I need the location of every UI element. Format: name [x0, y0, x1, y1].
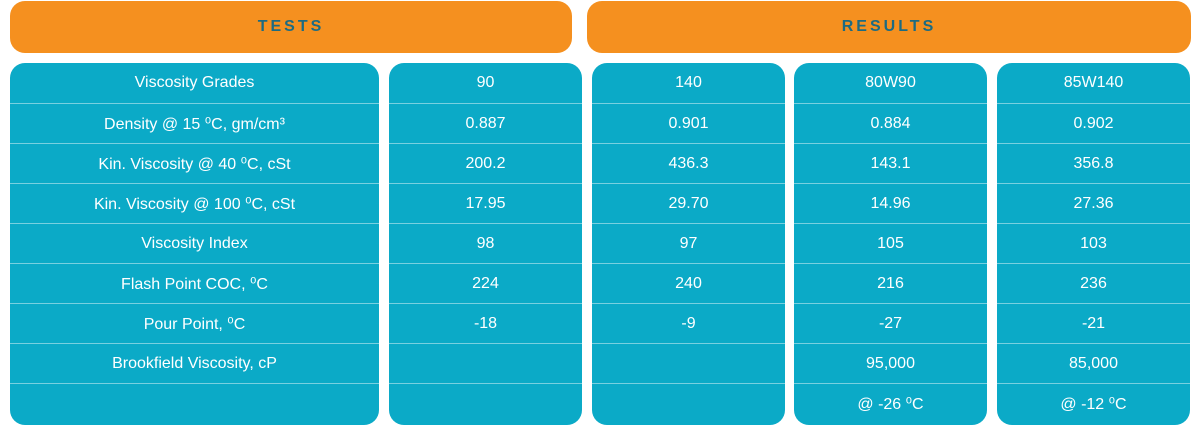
value-cell — [389, 383, 582, 423]
value-cell: 80W90 — [865, 74, 916, 91]
test-label-brookfield-temp — [10, 383, 379, 423]
test-label-density: Density @ 15 ⁰C, gm/cm³ — [10, 103, 379, 143]
value-cell: 224 — [389, 263, 582, 303]
value-cell: 0.884 — [794, 103, 987, 143]
results-header: RESULTS — [587, 1, 1191, 53]
test-label-kin-viscosity-40: Kin. Viscosity @ 40 ⁰C, cSt — [10, 143, 379, 183]
value-cell: 356.8 — [997, 143, 1190, 183]
value-cell: @ -12 ⁰C — [997, 383, 1190, 423]
tests-column: Viscosity Grades Density @ 15 ⁰C, gm/cm³… — [10, 63, 379, 425]
value-cell: 216 — [794, 263, 987, 303]
value-cell: 240 — [592, 263, 785, 303]
value-cell: -18 — [389, 303, 582, 343]
grade-80w90-column: 80W90 0.884 143.1 14.96 105 216 -27 95,0… — [794, 63, 987, 425]
test-label-pour-point: Pour Point, ⁰C — [10, 303, 379, 343]
value-cell: 90 — [476, 74, 495, 91]
value-cell: 105 — [794, 223, 987, 263]
value-cell: 436.3 — [592, 143, 785, 183]
test-label-flash-point: Flash Point COC, ⁰C — [10, 263, 379, 303]
value-cell: -27 — [794, 303, 987, 343]
value-cell: 14.96 — [794, 183, 987, 223]
value-cell — [592, 383, 785, 423]
value-cell: 0.902 — [997, 103, 1190, 143]
grade-90-column: 90 0.887 200.2 17.95 98 224 -18 — [389, 63, 582, 425]
value-cell: 140 — [675, 74, 702, 91]
grade-85w140-column: 85W140 0.902 356.8 27.36 103 236 -21 85,… — [997, 63, 1190, 425]
test-label-viscosity-grades: Viscosity Grades — [134, 74, 255, 91]
value-cell: 95,000 — [794, 343, 987, 383]
value-cell: -9 — [592, 303, 785, 343]
value-cell: 103 — [997, 223, 1190, 263]
value-cell: 27.36 — [997, 183, 1190, 223]
tests-header: TESTS — [10, 1, 572, 53]
value-cell: 97 — [592, 223, 785, 263]
test-label-viscosity-index: Viscosity Index — [10, 223, 379, 263]
value-cell: 236 — [997, 263, 1190, 303]
value-cell — [389, 343, 582, 383]
value-cell — [592, 343, 785, 383]
grade-140-column: 140 0.901 436.3 29.70 97 240 -9 — [592, 63, 785, 425]
value-cell: 0.901 — [592, 103, 785, 143]
value-cell: 85,000 — [997, 343, 1190, 383]
value-cell: -21 — [997, 303, 1190, 343]
value-cell: 0.887 — [389, 103, 582, 143]
value-cell: 85W140 — [1063, 74, 1124, 91]
value-cell: 98 — [389, 223, 582, 263]
test-label-kin-viscosity-100: Kin. Viscosity @ 100 ⁰C, cSt — [10, 183, 379, 223]
value-cell: @ -26 ⁰C — [794, 383, 987, 423]
value-cell: 143.1 — [794, 143, 987, 183]
test-label-brookfield-viscosity: Brookfield Viscosity, cP — [10, 343, 379, 383]
value-cell: 17.95 — [389, 183, 582, 223]
value-cell: 200.2 — [389, 143, 582, 183]
value-cell: 29.70 — [592, 183, 785, 223]
